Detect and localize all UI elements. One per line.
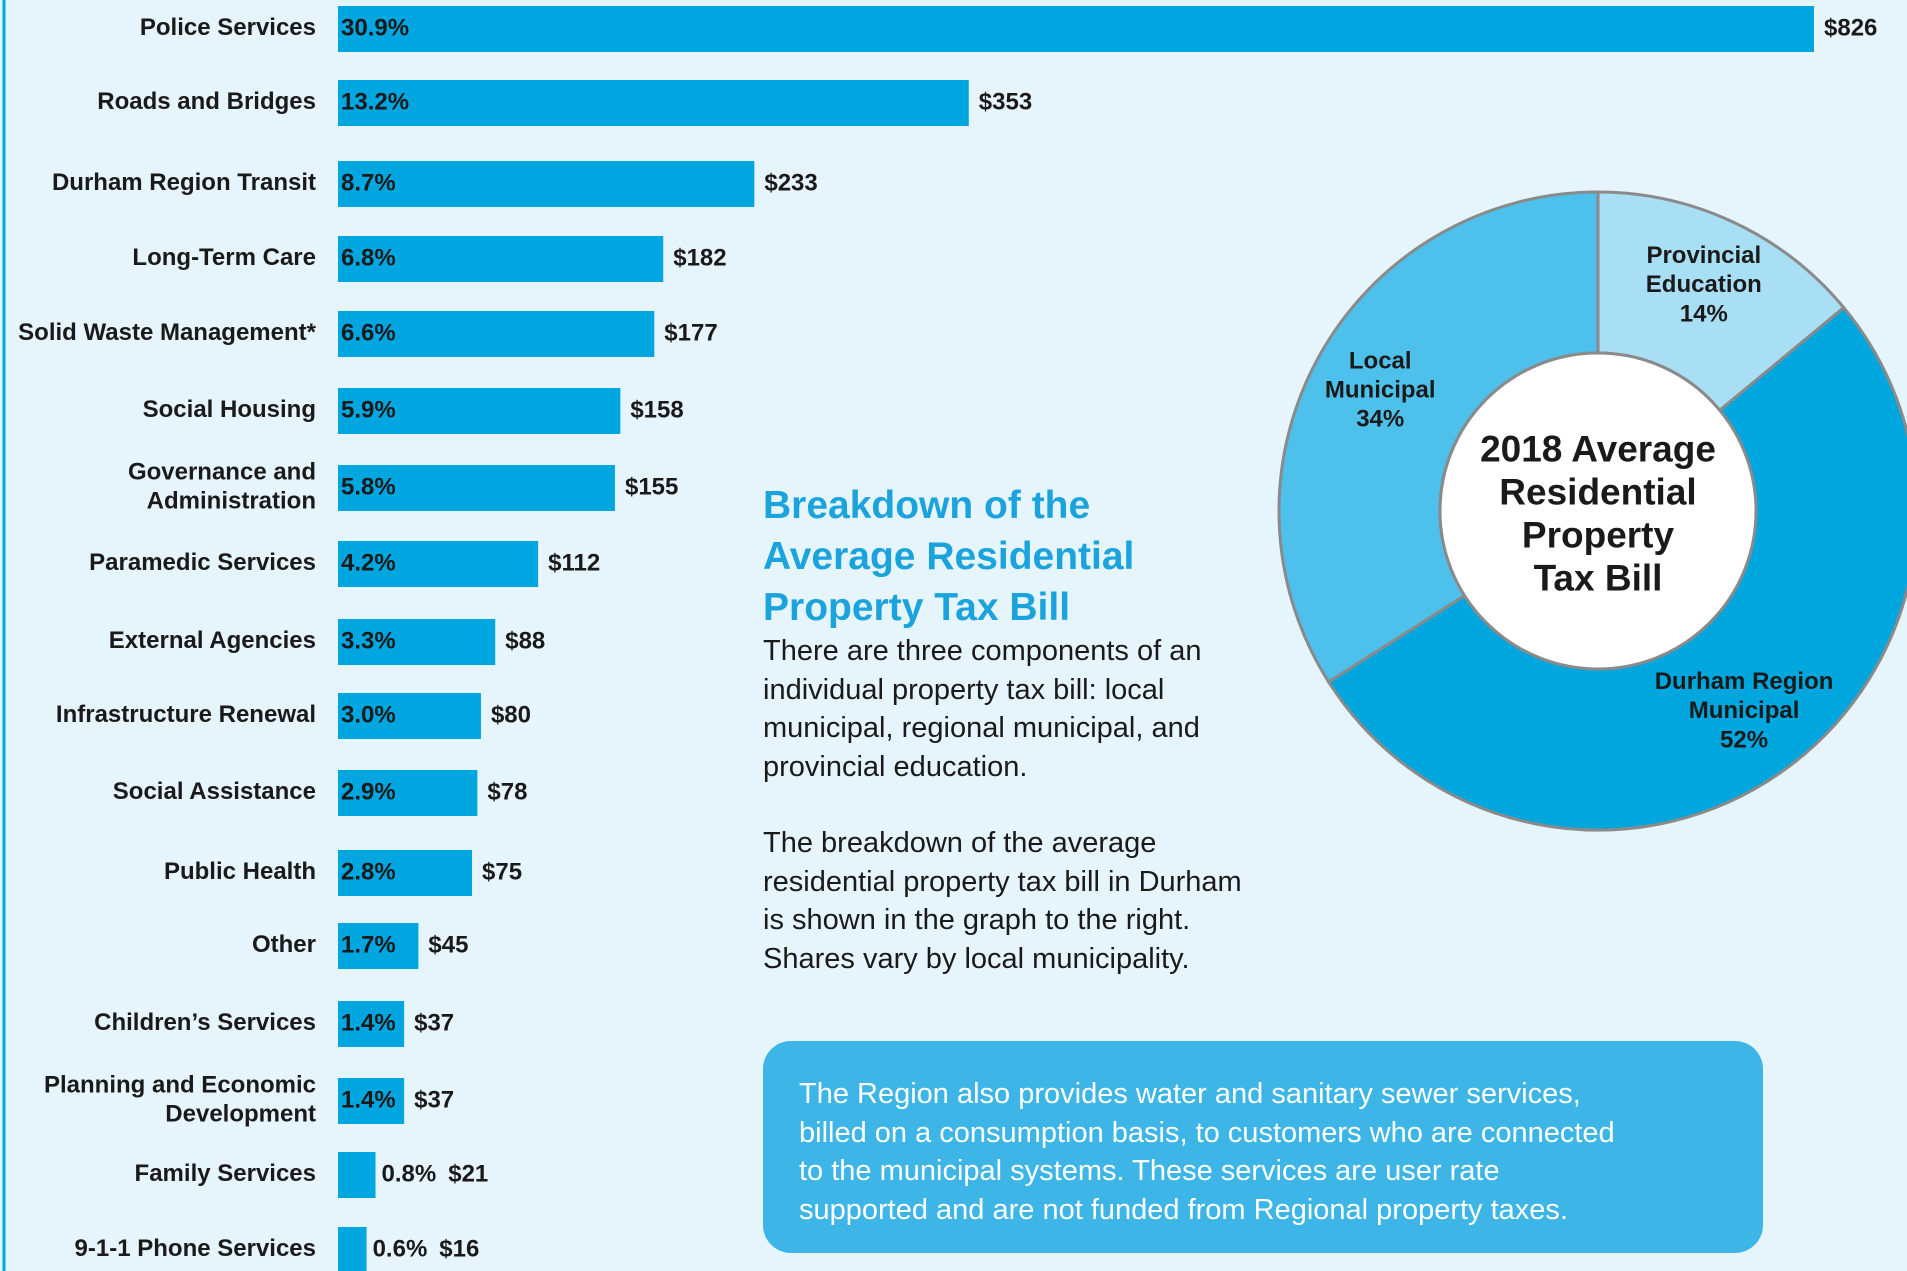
share-label: 0.6% [373,1235,428,1262]
note-box: The Region also provides water and sanit… [763,1041,1763,1253]
bar [338,388,621,434]
share-label: 2.9% [341,778,396,805]
share-label: 5.8% [341,473,396,500]
category-label: Long-Term Care [132,244,316,271]
value-label: $155 [625,473,678,500]
value-label: $112 [548,549,600,576]
share-label: 4.2% [341,549,396,576]
bar [338,770,478,816]
category-label: Family Services [135,1160,316,1187]
share-label: 1.4% [341,1009,396,1036]
share-label: 2.8% [341,858,396,885]
value-label: $45 [428,931,468,958]
share-label: 6.6% [341,319,396,346]
bar [338,1001,405,1047]
category-label: Public Health [164,858,316,885]
segment-value: 14% [1680,300,1728,327]
donut-title: 2018 Average Residential Property Tax Bill [1480,428,1716,598]
share-label: 13.2% [341,88,409,115]
category-label: Paramedic Services [89,549,316,576]
heading: Breakdown of the Average Residential Pro… [763,484,1135,629]
value-label: $16 [439,1235,479,1262]
bar [338,693,481,739]
share-label: 1.7% [341,931,396,958]
bar [338,236,664,282]
category-label: External Agencies [109,627,316,654]
bar [338,311,655,357]
segment-value: 52% [1720,726,1768,753]
value-label: $88 [505,627,545,654]
share-label: 30.9% [341,14,409,41]
bar [338,161,755,207]
bar [338,6,1814,52]
category-label: Durham Region Transit [52,169,316,196]
value-label: $21 [448,1160,488,1187]
paragraph: The breakdown of the average residential… [763,827,1242,975]
share-label: 8.7% [341,169,396,196]
value-label: $75 [482,858,522,885]
value-label: $80 [491,701,531,728]
share-label: 1.4% [341,1086,396,1113]
category-label: Police Services [140,14,316,41]
share-label: 3.3% [341,627,396,654]
bar [338,923,419,969]
value-label: $233 [764,169,817,196]
share-label: 6.8% [341,244,396,271]
bar [338,1227,367,1271]
segment-label: Local Municipal [1325,348,1436,404]
value-label: $826 [1824,14,1877,41]
category-label: Infrastructure Renewal [56,701,316,728]
value-label: $158 [630,396,683,423]
bar [338,80,969,126]
category-label: Planning and Economic Development [44,1072,316,1128]
segment-label: Provincial Education [1646,242,1762,298]
value-label: $37 [414,1009,454,1036]
value-label: $78 [487,778,527,805]
category-label: 9-1-1 Phone Services [75,1235,316,1262]
bar [338,465,615,511]
share-label: 5.9% [341,396,396,423]
value-label: $353 [979,88,1032,115]
category-label: Social Housing [143,396,316,423]
donut-hole [1438,351,1758,671]
bar [338,850,473,896]
category-label: Social Assistance [113,778,316,805]
category-label: Children’s Services [94,1009,316,1036]
bar [338,1078,405,1124]
bar [338,1152,376,1198]
value-label: $37 [414,1086,454,1113]
share-label: 0.8% [382,1160,437,1187]
category-label: Other [252,931,316,958]
paragraph: There are three components of an individ… [763,635,1202,783]
category-label: Roads and Bridges [97,88,316,115]
category-label: Governance and Administration [128,459,316,515]
segment-value: 34% [1356,406,1404,433]
bar [338,619,496,665]
segment-label: Durham Region Municipal [1655,668,1834,724]
value-label: $182 [673,244,726,271]
value-label: $177 [664,319,717,346]
share-label: 3.0% [341,701,396,728]
bar [338,541,539,587]
category-label: Solid Waste Management* [18,319,316,346]
